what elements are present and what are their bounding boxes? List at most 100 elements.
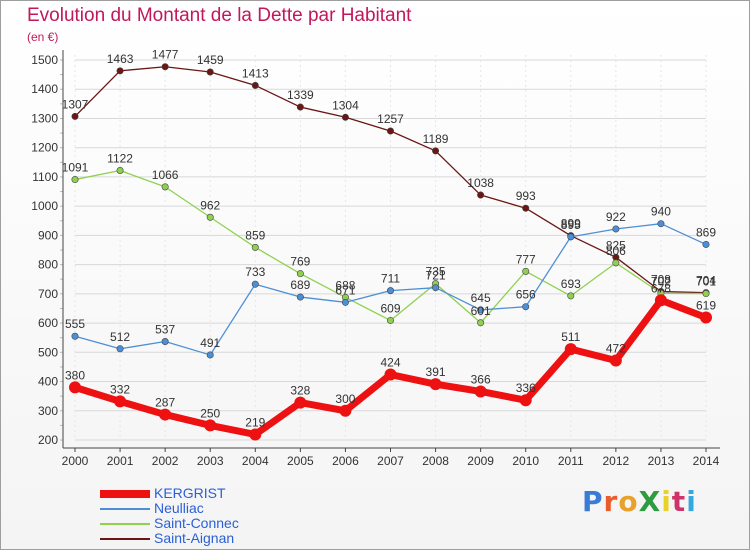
data-point — [204, 419, 217, 432]
x-tick-label: 2012 — [603, 454, 630, 468]
y-tick-label: 1200 — [31, 141, 58, 155]
data-point — [249, 428, 262, 441]
data-label: 601 — [471, 304, 491, 318]
x-tick-label: 2008 — [422, 454, 449, 468]
data-point — [114, 395, 127, 408]
x-tick-label: 2013 — [648, 454, 675, 468]
legend-swatch — [100, 523, 150, 525]
chart-title: Evolution du Montant de la Dette par Hab… — [27, 5, 412, 26]
data-point — [116, 67, 124, 75]
data-point — [702, 240, 710, 248]
data-point — [702, 290, 710, 298]
data-label: 555 — [65, 317, 85, 331]
data-label: 721 — [426, 269, 446, 283]
data-point — [161, 183, 169, 191]
y-tick-label: 300 — [38, 404, 58, 418]
data-label: 922 — [606, 210, 626, 224]
data-point — [474, 385, 487, 398]
data-point — [386, 127, 394, 135]
data-label: 1307 — [62, 97, 89, 111]
data-point — [522, 204, 530, 212]
legend-swatch — [100, 508, 150, 510]
data-point — [71, 176, 79, 184]
data-label: 537 — [155, 322, 175, 336]
data-label: 1477 — [152, 48, 179, 62]
y-tick-label: 900 — [38, 228, 58, 242]
data-label: 688 — [335, 278, 355, 292]
data-point — [251, 280, 259, 288]
legend-label: Neulliac — [154, 500, 204, 516]
data-label: 704 — [696, 274, 716, 288]
data-label: 769 — [290, 255, 310, 269]
x-tick-label: 2009 — [467, 454, 494, 468]
data-point — [159, 408, 172, 421]
data-point — [251, 81, 259, 89]
data-label: 806 — [606, 244, 626, 258]
data-label: 391 — [426, 365, 446, 379]
y-tick-label: 600 — [38, 316, 58, 330]
x-tick-label: 2010 — [512, 454, 539, 468]
x-tick-label: 2000 — [62, 454, 89, 468]
data-point — [206, 213, 214, 221]
data-point — [341, 298, 349, 306]
data-point — [657, 220, 665, 228]
data-point — [477, 319, 485, 327]
data-point — [206, 351, 214, 359]
data-label: 619 — [696, 299, 716, 313]
legend-label: KERGRIST — [154, 485, 226, 501]
y-tick-label: 800 — [38, 258, 58, 272]
data-label: 1463 — [107, 52, 134, 66]
data-label: 656 — [516, 288, 536, 302]
x-tick-label: 2003 — [197, 454, 224, 468]
data-label: 1413 — [242, 66, 269, 80]
legend-label: Saint-Aignan — [154, 530, 235, 546]
data-label: 859 — [245, 228, 265, 242]
data-label: 708 — [651, 273, 671, 287]
data-point — [341, 113, 349, 121]
data-point — [522, 267, 530, 275]
data-point — [612, 259, 620, 267]
data-label: 287 — [155, 396, 175, 410]
data-label: 711 — [381, 272, 400, 286]
data-point — [429, 378, 442, 391]
data-point — [161, 63, 169, 71]
data-label: 1038 — [467, 176, 494, 190]
x-tick-label: 2007 — [377, 454, 404, 468]
y-tick-label: 400 — [38, 375, 58, 389]
y-tick-label: 700 — [38, 287, 58, 301]
data-label: 332 — [110, 382, 130, 396]
legend-swatch — [100, 490, 150, 498]
data-point — [567, 292, 575, 300]
data-label: 899 — [561, 217, 581, 231]
y-tick-label: 1100 — [32, 170, 58, 184]
data-point — [251, 243, 259, 251]
x-tick-label: 2002 — [152, 454, 179, 468]
data-label: 701 — [696, 275, 716, 289]
data-point — [432, 284, 440, 292]
data-point — [296, 103, 304, 111]
data-label: 1339 — [287, 88, 314, 102]
data-point — [161, 337, 169, 345]
data-label: 491 — [200, 336, 220, 350]
data-point — [609, 354, 622, 367]
data-label: 777 — [516, 252, 536, 266]
data-label: 962 — [200, 198, 220, 212]
data-label: 219 — [245, 415, 265, 429]
data-point — [612, 225, 620, 233]
data-point — [116, 166, 124, 174]
data-label: 336 — [516, 381, 536, 395]
data-point — [386, 316, 394, 324]
data-point — [206, 68, 214, 76]
data-label: 472 — [606, 341, 626, 355]
data-label: 940 — [651, 205, 671, 219]
data-label: 1066 — [152, 168, 179, 182]
y-tick-label: 200 — [38, 433, 58, 447]
data-label: 1257 — [377, 112, 404, 126]
data-label: 1459 — [197, 53, 224, 67]
data-point — [339, 404, 352, 417]
data-label: 1122 — [107, 151, 133, 165]
y-tick-label: 1000 — [31, 199, 58, 213]
data-label: 693 — [561, 277, 581, 291]
data-label: 678 — [651, 281, 671, 295]
data-point — [69, 381, 81, 394]
